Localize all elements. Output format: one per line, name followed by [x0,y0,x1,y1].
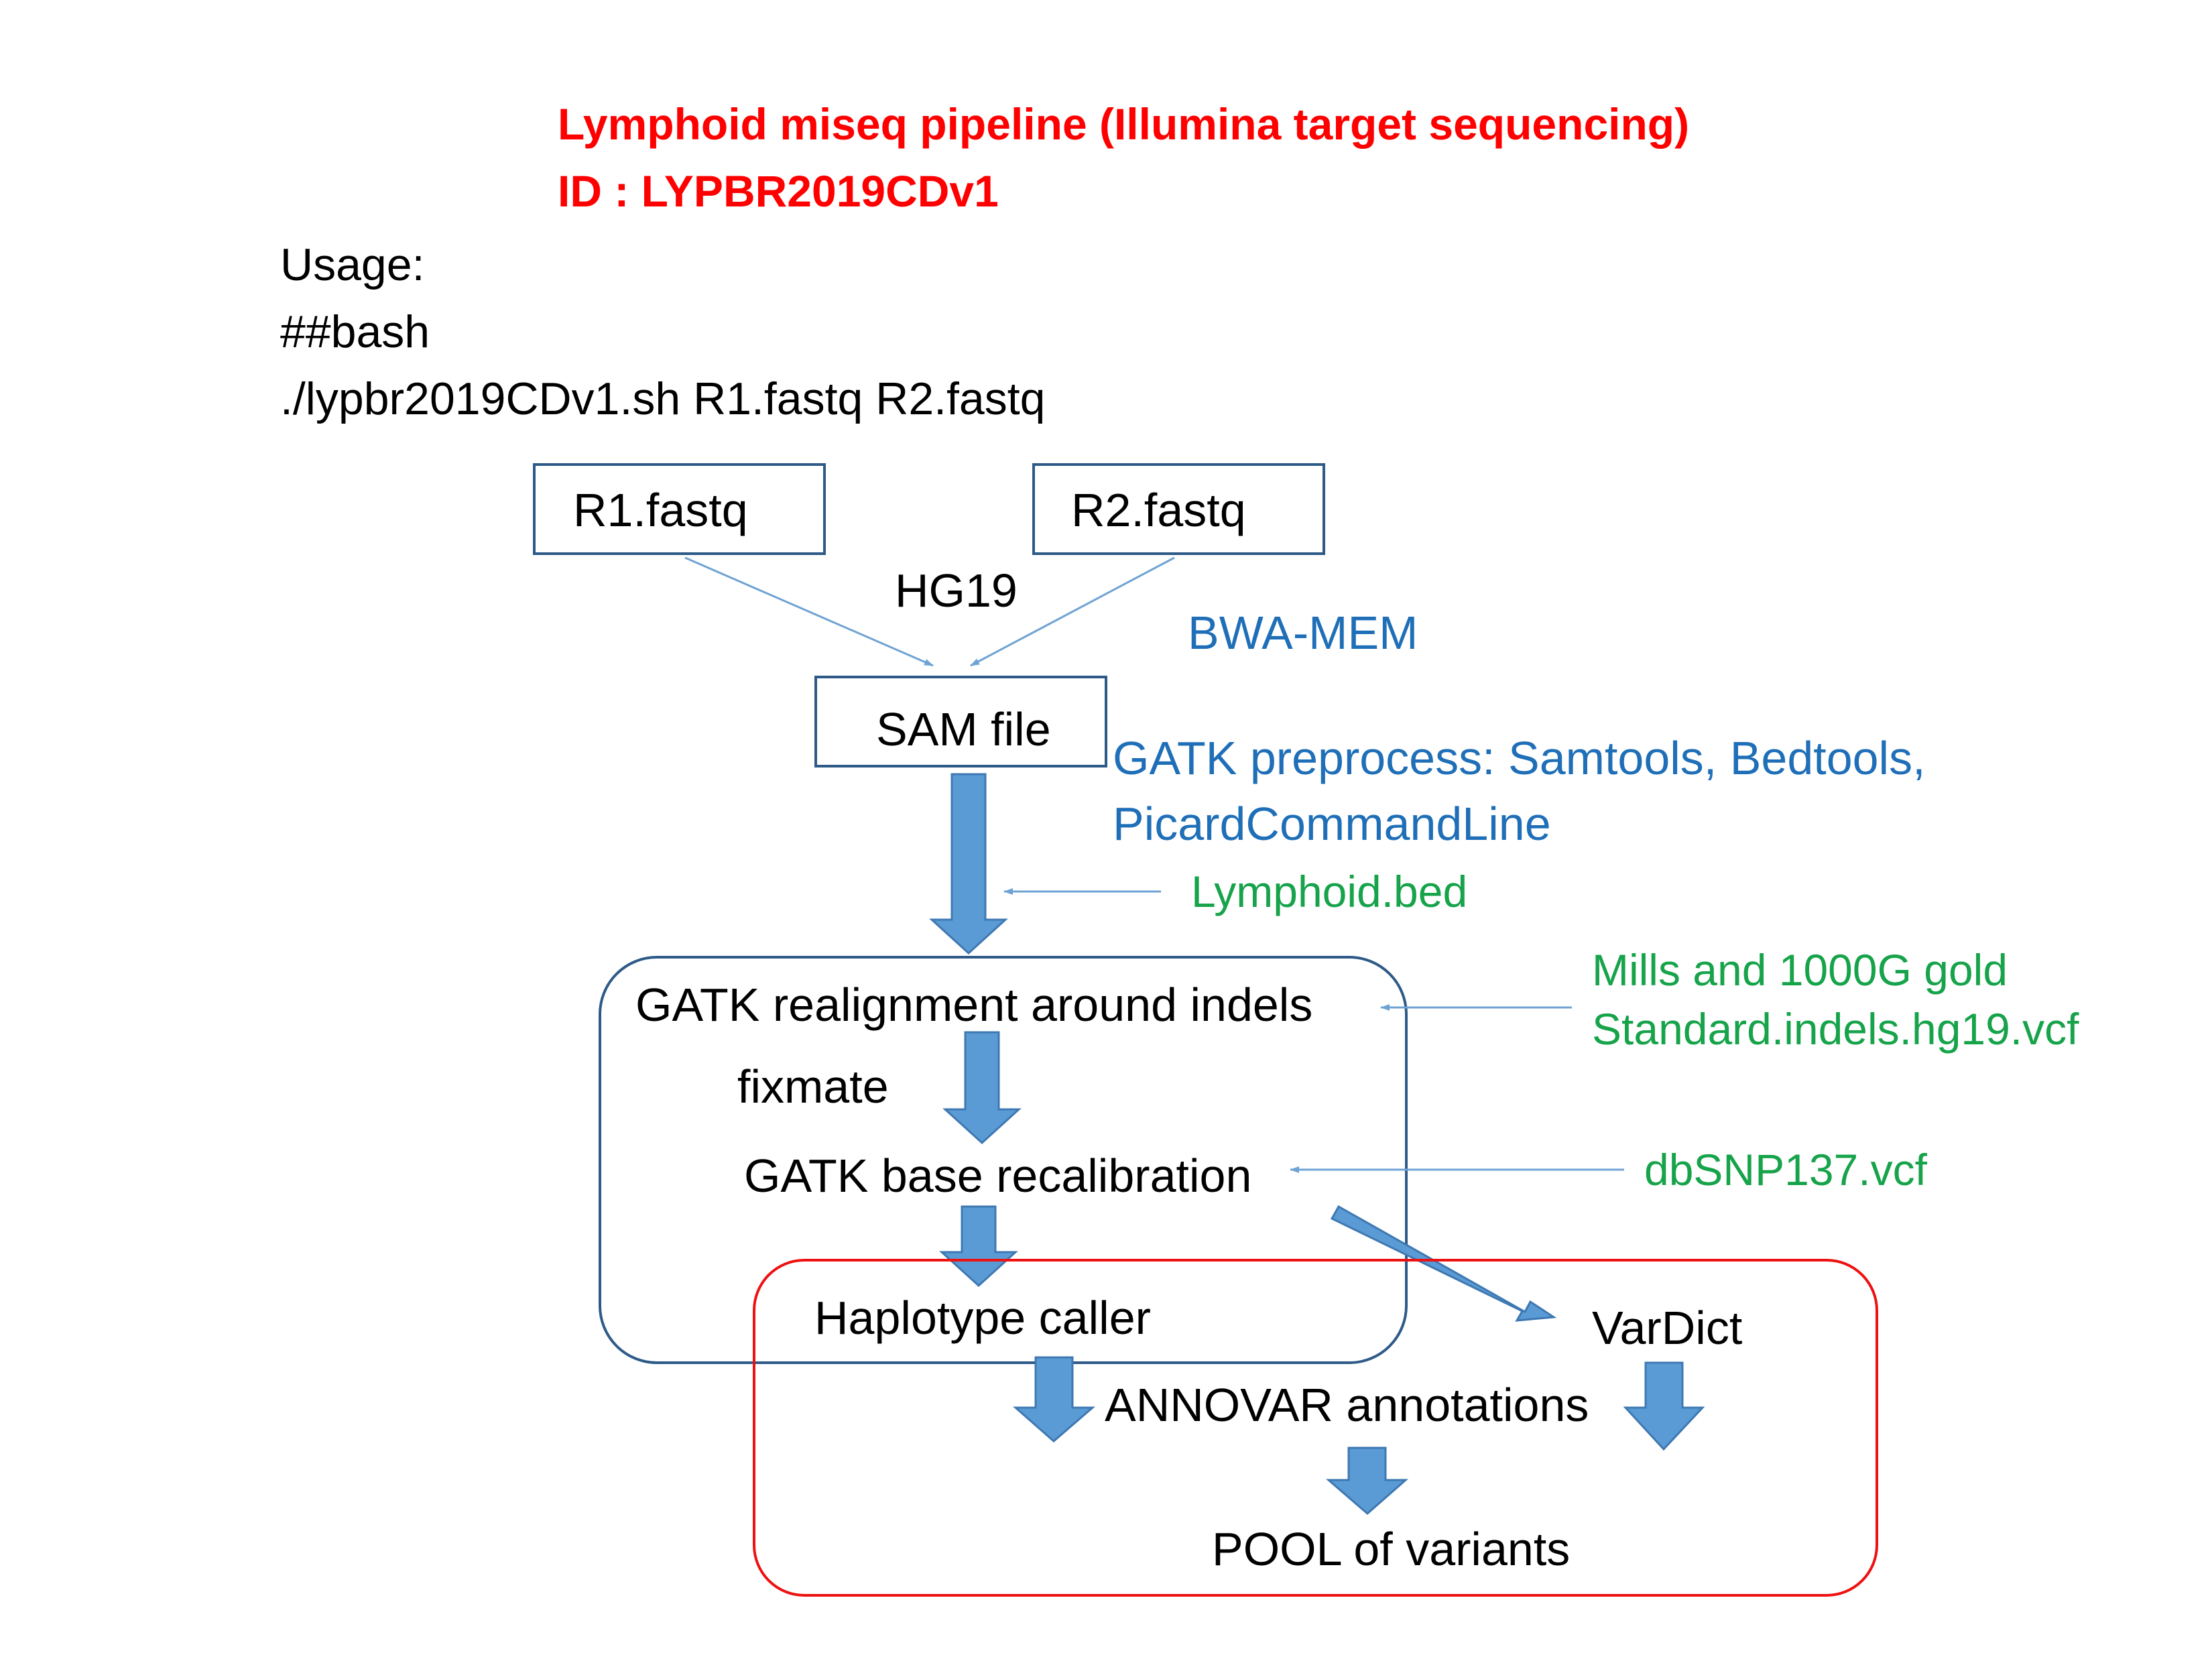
title-line-1: Lymphoid miseq pipeline (Illumina target… [558,99,1689,149]
variant-calling-group [753,1259,1878,1597]
annovar-label: ANNOVAR annotations [1105,1379,1589,1431]
vardict-label: VarDict [1592,1302,1742,1354]
haplotype-caller-label: Haplotype caller [814,1292,1151,1344]
r2-to-sam-arrow [970,556,1175,667]
vardict-to-annovar-arrow [1623,1361,1705,1451]
gatk-preprocess-line-2: PicardCommandLine [1113,798,1551,850]
mills-line-1: Mills and 1000G gold [1592,945,2008,995]
title-line-2: ID : LYPBR2019CDv1 [558,166,999,216]
realign-to-recal-arrow [942,1031,1022,1145]
recal-to-haplotype-arrow [939,1205,1018,1288]
sam-to-realign-arrow [929,773,1008,955]
realign-label: GATK realignment around indels [635,979,1312,1031]
r2-label: R2.fastq [1071,484,1246,536]
annovar-to-pool-arrow [1325,1447,1408,1515]
usage-line-1: Usage: [280,239,424,290]
r1-to-sam-arrow [684,556,934,667]
fixmate-label: fixmate [737,1060,889,1113]
base-recal-label: GATK base recalibration [744,1150,1251,1202]
mills-line-2: Standard.indels.hg19.vcf [1592,1004,2079,1054]
r1-box [533,463,826,555]
haplotype-to-annovar-arrow [1013,1356,1096,1442]
bwa-mem-label: BWA-MEM [1188,607,1418,659]
hg19-label: HG19 [895,564,1018,617]
r2-box [1032,463,1325,555]
recal-to-vardict-arrow [1330,1205,1557,1322]
usage-line-2: ##bash [280,306,430,357]
pool-of-variants-label: POOL of variants [1212,1523,1570,1575]
r1-label: R1.fastq [573,484,748,536]
usage-line-3: ./lypbr2019CDv1.sh R1.fastq R2.fastq [280,373,1045,424]
sam-file-box [814,676,1107,767]
gatk-processing-group [599,956,1408,1364]
gatk-preprocess-line-1: GATK preprocess: Samtools, Bedtools, [1113,732,1926,784]
lymphoid-bed-label: Lymphoid.bed [1191,867,1467,916]
dbsnp-label: dbSNP137.vcf [1644,1145,1928,1194]
sam-file-label: SAM file [876,703,1051,755]
